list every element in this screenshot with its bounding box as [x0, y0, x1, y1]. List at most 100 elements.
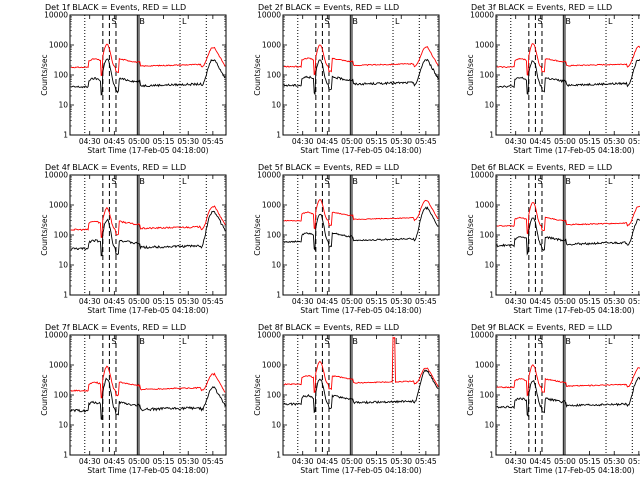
- ytick-label: 10000: [257, 11, 281, 20]
- series-events: [70, 210, 226, 257]
- xtick-label: 05:00: [341, 457, 363, 466]
- series-lld: [70, 43, 226, 77]
- ytick-label: 1: [489, 451, 494, 460]
- panel-title: Det 9f BLACK = Events, RED = LLD: [471, 323, 612, 332]
- xtick-label: 04:30: [505, 137, 527, 146]
- marker-label: S: [111, 337, 116, 346]
- marker-label: B: [139, 337, 145, 346]
- ytick-label: 100: [267, 231, 282, 240]
- xtick-label: 05:15: [366, 457, 388, 466]
- xtick-label: 05:15: [579, 297, 601, 306]
- plot-frame: [69, 174, 227, 296]
- x-axis-label: Start Time (17-Feb-05 04:18:00): [87, 466, 208, 475]
- series-events: [496, 59, 640, 95]
- ytick-label: 10000: [44, 171, 68, 180]
- plot-frame: [69, 14, 227, 136]
- marker-label: B: [352, 177, 358, 186]
- marker-label: B: [352, 337, 358, 346]
- series-lld: [283, 44, 439, 76]
- xtick-label: 04:30: [79, 297, 101, 306]
- ytick-label: 1000: [49, 361, 68, 370]
- xtick-label: 05:15: [579, 457, 601, 466]
- marker-label: S: [324, 17, 329, 26]
- marker-label: S: [324, 177, 329, 186]
- panel-det-4: Det 4f BLACK = Events, RED = LLD 1 10 100 10…: [40, 163, 227, 315]
- marker-label: B: [565, 177, 571, 186]
- y-axis-label: Counts/sec: [253, 214, 262, 255]
- ytick-label: 1: [63, 291, 68, 300]
- y-axis-label: Counts/sec: [40, 214, 49, 255]
- panel-det-3: Det 3f BLACK = Events, RED = LLD 1 10 100 10…: [466, 3, 640, 155]
- x-axis-label: Start Time (17-Feb-05 04:18:00): [513, 466, 634, 475]
- ytick-label: 1000: [262, 361, 281, 370]
- ytick-label: 1000: [475, 201, 494, 210]
- y-axis-label: Counts/sec: [40, 374, 49, 415]
- ytick-label: 1000: [475, 361, 494, 370]
- xtick-label: 05:45: [202, 297, 224, 306]
- series-lld: [70, 205, 226, 238]
- series-events: [283, 206, 439, 252]
- xtick-label: 04:45: [317, 457, 339, 466]
- ytick-label: 10: [484, 101, 494, 110]
- y-axis-label: Counts/sec: [466, 54, 475, 95]
- x-axis-label: Start Time (17-Feb-05 04:18:00): [300, 306, 421, 315]
- ytick-label: 10: [484, 421, 494, 430]
- marker-label: B: [565, 337, 571, 346]
- xtick-label: 05:45: [628, 457, 640, 466]
- ytick-label: 1: [63, 451, 68, 460]
- ytick-label: 10: [58, 421, 68, 430]
- panel-title: Det 3f BLACK = Events, RED = LLD: [471, 3, 612, 12]
- y-axis-label: Counts/sec: [40, 54, 49, 95]
- xtick-label: 05:45: [415, 457, 437, 466]
- xtick-label: 05:15: [366, 297, 388, 306]
- series-lld: [283, 199, 439, 230]
- xtick-label: 05:00: [554, 137, 576, 146]
- xtick-label: 05:30: [390, 137, 412, 146]
- panel-title: Det 5f BLACK = Events, RED = LLD: [258, 163, 399, 172]
- series-lld: [496, 364, 640, 397]
- marker-label: L: [395, 17, 400, 26]
- xtick-label: 05:30: [177, 297, 199, 306]
- marker-label: S: [537, 337, 542, 346]
- series-events: [283, 58, 439, 96]
- xtick-label: 05:00: [128, 137, 150, 146]
- xtick-label: 05:15: [366, 137, 388, 146]
- x-axis-label: Start Time (17-Feb-05 04:18:00): [300, 146, 421, 155]
- xtick-label: 05:45: [202, 137, 224, 146]
- ytick-label: 1000: [49, 201, 68, 210]
- ytick-label: 1: [276, 131, 281, 140]
- plot-frame: [69, 334, 227, 456]
- marker-label: L: [182, 17, 187, 26]
- ytick-label: 10: [271, 261, 281, 270]
- ytick-label: 100: [480, 391, 495, 400]
- x-axis-label: Start Time (17-Feb-05 04:18:00): [87, 146, 208, 155]
- xtick-label: 05:45: [628, 297, 640, 306]
- xtick-label: 04:30: [79, 457, 101, 466]
- ytick-label: 10000: [44, 331, 68, 340]
- plot-frame: [495, 334, 640, 456]
- xtick-label: 05:45: [415, 297, 437, 306]
- y-axis-label: Counts/sec: [466, 214, 475, 255]
- series-events: [283, 369, 439, 414]
- panel-title: Det 4f BLACK = Events, RED = LLD: [45, 163, 186, 172]
- xtick-label: 04:45: [104, 457, 126, 466]
- panel-det-5: Det 5f BLACK = Events, RED = LLD 1 10 100 10…: [253, 163, 440, 315]
- panel-title: Det 2f BLACK = Events, RED = LLD: [258, 3, 399, 12]
- ytick-label: 100: [54, 71, 69, 80]
- y-axis-label: Counts/sec: [253, 374, 262, 415]
- xtick-label: 04:30: [292, 457, 314, 466]
- marker-label: L: [608, 337, 613, 346]
- series-lld: [496, 43, 640, 76]
- ytick-label: 10: [484, 261, 494, 270]
- ytick-label: 1: [489, 291, 494, 300]
- xtick-label: 05:15: [153, 457, 175, 466]
- plot-frame: [282, 334, 440, 456]
- xtick-label: 04:30: [505, 297, 527, 306]
- ytick-label: 10000: [257, 331, 281, 340]
- xtick-label: 04:45: [317, 297, 339, 306]
- plot-frame: [495, 14, 640, 136]
- ytick-label: 100: [267, 71, 282, 80]
- marker-label: L: [182, 177, 187, 186]
- panel-det-9: Det 9f BLACK = Events, RED = LLD 1 10 100 10…: [466, 323, 640, 475]
